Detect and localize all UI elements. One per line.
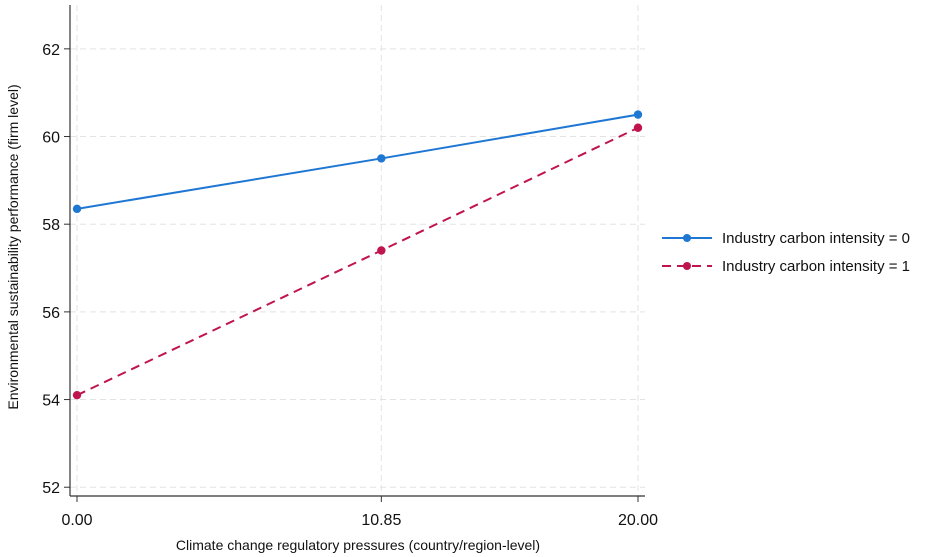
legend-marker-1 (683, 262, 691, 270)
legend: Industry carbon intensity = 0 Industry c… (662, 230, 910, 275)
y-tick-label: 54 (42, 393, 60, 410)
data-point (377, 246, 386, 255)
data-point (72, 390, 82, 400)
y-tick-label: 58 (42, 217, 60, 234)
x-tick-label: 0.00 (61, 512, 92, 529)
series-1 (72, 123, 643, 400)
x-tick-label: 10.85 (361, 512, 401, 529)
grid-lines (70, 5, 645, 496)
data-point (633, 110, 643, 119)
y-tick-label: 62 (42, 42, 60, 59)
y-tick-label: 52 (42, 480, 60, 497)
x-tick-label: 20.00 (618, 512, 658, 529)
data-point (633, 123, 643, 132)
series-group (72, 110, 643, 400)
axes (64, 5, 645, 502)
legend-label-0: Industry carbon intensity = 0 (722, 230, 910, 247)
tick-labels: 52 54 56 58 60 62 0.00 10.85 20.00 (42, 42, 658, 529)
y-axis-title: Environmental sustainability performance… (5, 84, 21, 409)
legend-item-1: Industry carbon intensity = 1 (662, 258, 910, 275)
y-tick-label: 56 (42, 305, 60, 322)
series-0 (72, 110, 643, 214)
x-axis-title: Climate change regulatory pressures (cou… (176, 537, 540, 553)
data-point (72, 204, 82, 214)
legend-marker-0 (683, 234, 691, 242)
legend-item-0: Industry carbon intensity = 0 (662, 230, 910, 247)
data-point (377, 154, 386, 163)
series-line-0 (76, 113, 639, 210)
series-line-1 (76, 126, 639, 397)
y-tick-label: 60 (42, 130, 60, 147)
legend-label-1: Industry carbon intensity = 1 (722, 258, 910, 275)
